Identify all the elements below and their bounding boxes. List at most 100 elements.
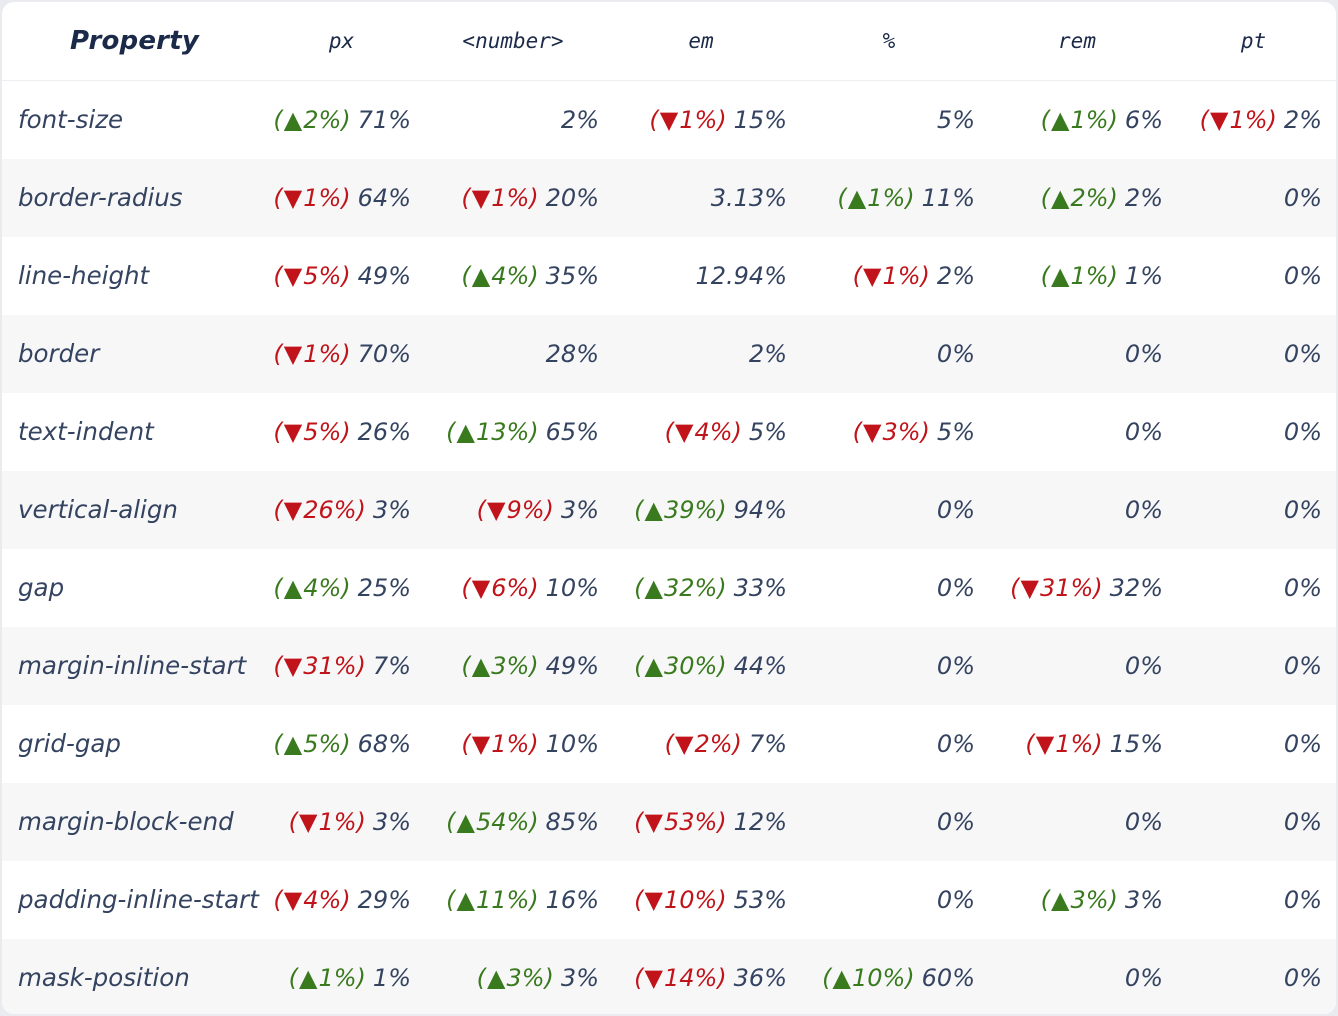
paren-close: ) (544, 963, 554, 992)
value-cell: 0% (1171, 315, 1336, 393)
change-indicator: (▼3%) (853, 418, 930, 446)
paren-open: ( (1025, 729, 1035, 758)
triangle-down-icon: ▼ (299, 807, 318, 836)
triangle-up-icon: ▲ (644, 651, 663, 680)
value-cell: (▲3%) 49% (419, 627, 607, 705)
change-indicator: (▲10%) (822, 964, 915, 992)
triangle-up-icon: ▲ (1051, 183, 1070, 212)
delta-value: 1% (1229, 105, 1268, 134)
paren-close: ) (529, 651, 539, 680)
share-value: 49% (357, 261, 411, 290)
triangle-down-icon: ▼ (644, 807, 663, 836)
share-value: 6% (1124, 105, 1163, 134)
change-indicator: (▲3%) (477, 964, 554, 992)
value-cell: (▲4%) 25% (264, 549, 419, 627)
change-indicator: (▼1%) (1200, 106, 1277, 134)
change-indicator: (▲11%) (446, 886, 539, 914)
table-row: text-indent (▼5%) 26% (▲13%) 65% (▼4%) 5% (▼3%)… (2, 393, 1336, 471)
paren-open: ( (852, 417, 862, 446)
change-indicator: (▼1%) (273, 184, 350, 212)
delta-value: 2% (694, 729, 733, 758)
share-value: 5% (748, 417, 787, 446)
property-name-cell: gap (18, 573, 65, 602)
value-cell: (▼1%) 2% (795, 237, 983, 315)
share-value: 0% (1283, 807, 1322, 836)
value-cell: (▼1%) 2% (1171, 81, 1336, 159)
paren-close: ) (341, 339, 351, 368)
share-value: 0% (1124, 417, 1163, 446)
column-header-rem[interactable]: rem (983, 2, 1171, 81)
paren-open: ( (273, 885, 283, 914)
paren-open: ( (649, 105, 659, 134)
share-value: 0% (1124, 807, 1163, 836)
paren-open: ( (1040, 261, 1050, 290)
table-body: font-size (▲2%) 71% 2% (▼1%) 15% 5% (▲1%) 6% (▼1%… (2, 81, 1336, 1015)
value-cell: (▼14%) 36% (607, 939, 795, 1015)
change-indicator: (▼1%) (289, 808, 366, 836)
share-value: 44% (733, 651, 787, 680)
change-indicator: (▼2%) (665, 730, 742, 758)
column-header-number[interactable]: <number> (419, 2, 607, 81)
column-header-px[interactable]: px (264, 2, 419, 81)
share-value: 65% (545, 417, 599, 446)
paren-close: ) (1267, 105, 1277, 134)
share-value: 36% (733, 963, 787, 992)
triangle-up-icon: ▲ (1051, 885, 1070, 914)
value-cell: 0% (795, 315, 983, 393)
paren-open: ( (461, 573, 471, 602)
change-indicator: (▲4%) (461, 262, 538, 290)
paren-close: ) (341, 105, 351, 134)
share-value: 16% (545, 885, 599, 914)
delta-value: 31% (303, 651, 357, 680)
share-value: 2% (560, 105, 599, 134)
delta-value: 3% (506, 963, 545, 992)
paren-open: ( (634, 885, 644, 914)
change-indicator: (▼14%) (634, 964, 727, 992)
change-indicator: (▼1%) (1025, 730, 1102, 758)
column-header-pt[interactable]: pt (1171, 2, 1336, 81)
change-indicator: (▲3%) (1041, 886, 1118, 914)
share-value: 7% (372, 651, 411, 680)
share-value: 3% (372, 807, 411, 836)
property-name-cell: grid-gap (18, 729, 121, 758)
delta-value: 1% (1055, 729, 1094, 758)
share-value: 2% (1283, 105, 1322, 134)
value-cell: (▼1%) 10% (419, 705, 607, 783)
table-row: margin-inline-start (▼31%) 7% (▲3%) 49% (▲30%… (2, 626, 1336, 705)
value-cell: (▼6%) 10% (419, 549, 607, 627)
share-value: 94% (733, 495, 787, 524)
table-row: vertical-align (▼26%) 3% (▼9%) 3% (▲39%) 94% 0%… (2, 470, 1336, 549)
change-indicator: (▲39%) (634, 496, 727, 524)
property-name-cell: mask-position (18, 963, 190, 992)
paren-close: ) (717, 495, 727, 524)
value-cell: 12.94% (607, 237, 795, 315)
delta-value: 1% (882, 261, 921, 290)
value-cell: (▼1%) 70% (264, 315, 419, 393)
paren-close: ) (717, 963, 727, 992)
delta-value: 13% (475, 417, 530, 446)
value-cell: (▲1%) 1% (983, 237, 1171, 315)
change-indicator: (▲1%) (1041, 106, 1118, 134)
paren-close: ) (356, 963, 366, 992)
share-value: 3% (560, 963, 599, 992)
share-value: 68% (357, 729, 411, 758)
share-value: 11% (921, 183, 975, 212)
value-cell: 0% (983, 393, 1171, 471)
paren-close: ) (341, 417, 351, 446)
change-indicator: (▲13%) (446, 418, 539, 446)
triangle-down-icon: ▼ (644, 885, 663, 914)
paren-open: ( (273, 651, 283, 680)
column-header-percent[interactable]: % (795, 2, 983, 81)
share-value: 0% (1283, 573, 1322, 602)
value-cell: 0% (1171, 705, 1336, 783)
share-value: 60% (921, 963, 975, 992)
paren-open: ( (664, 729, 674, 758)
property-name-cell: padding-inline-start (18, 885, 259, 914)
column-header-property[interactable]: Property (2, 2, 264, 81)
value-cell: 3.13% (607, 159, 795, 237)
triangle-down-icon: ▼ (863, 417, 882, 446)
paren-open: ( (273, 417, 283, 446)
paren-close: ) (732, 417, 742, 446)
column-header-em[interactable]: em (607, 2, 795, 81)
delta-value: 3% (491, 651, 530, 680)
